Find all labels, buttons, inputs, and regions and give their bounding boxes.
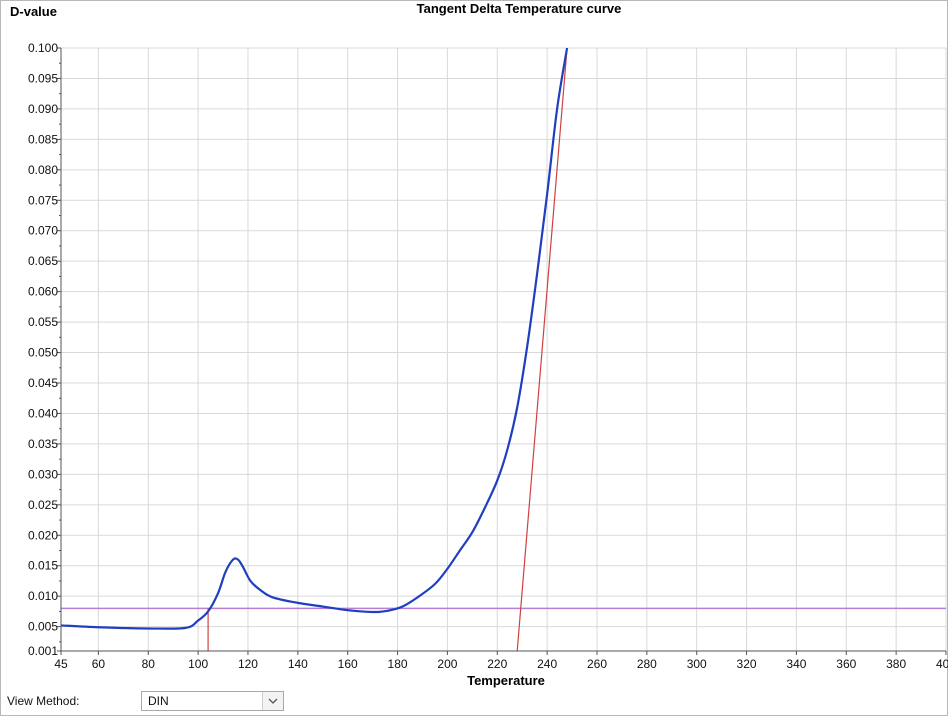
x-axis-ticks: 45 60 80 100 120 140 160 180 200 220 240 260 280 300 3… [54,651,948,671]
x-tick-label: 80 [142,657,156,671]
y-tick-label: 0.055 [28,315,58,329]
y-tick-label: 0.025 [28,498,58,512]
view-method-value: DIN [148,694,169,708]
y-tick-label: 0.030 [28,467,58,481]
x-tick-label: 240 [537,657,557,671]
y-tick-label: 0.090 [28,102,58,116]
y-tick-label: 0.060 [28,285,58,299]
x-axis-label: Temperature [467,673,545,688]
y-tick-label: 0.085 [28,132,58,146]
y-tick-label: 0.010 [28,589,58,603]
chevron-down-icon[interactable] [262,692,283,710]
y-axis-label: D-value [10,4,57,19]
y-tick-label: 0.035 [28,437,58,451]
y-tick-label: 0.050 [28,346,58,360]
view-method-select[interactable]: DIN [141,691,284,711]
y-tick-label: 0.005 [28,620,58,634]
tangent-line [516,47,568,652]
y-tick-label: 0.100 [28,41,58,55]
x-tick-label: 300 [687,657,707,671]
x-tick-label: 45 [54,657,68,671]
x-tick-label: 320 [737,657,757,671]
y-tick-label: 0.080 [28,163,58,177]
tan-delta-curve [60,47,569,630]
view-method-label: View Method: [7,694,80,708]
x-tick-label: 280 [637,657,657,671]
y-tick-label: 0.075 [28,193,58,207]
y-tick-label: 0.040 [28,406,58,420]
x-tick-label: 360 [836,657,856,671]
x-tick-label: 100 [188,657,208,671]
y-tick-label: 0.045 [28,376,58,390]
x-tick-label: 140 [288,657,308,671]
x-tick-label: 120 [238,657,258,671]
y-axis-ticks: 0.100 0.095 0.090 0.085 0.080 0.075 0.070 0.065… [28,41,61,658]
x-tick-label: 180 [388,657,408,671]
y-tick-label: 0.015 [28,559,58,573]
y-tick-label: 0.095 [28,71,58,85]
tangent-delta-chart: 0.100 0.095 0.090 0.085 0.080 0.075 0.070 0.065… [10,1,948,688]
x-tick-label: 160 [338,657,358,671]
y-tick-label: 0.001 [28,644,58,658]
x-tick-label: 260 [587,657,607,671]
y-tick-label: 0.070 [28,224,58,238]
y-tick-label: 0.020 [28,528,58,542]
x-tick-label: 400 [936,657,948,671]
data-series [60,47,569,630]
x-tick-label: 200 [437,657,457,671]
reference-lines [61,47,946,652]
grid-lines [60,47,947,652]
x-tick-label: 60 [92,657,106,671]
x-tick-label: 380 [886,657,906,671]
x-tick-label: 340 [786,657,806,671]
y-tick-label: 0.065 [28,254,58,268]
chart-title: Tangent Delta Temperature curve [417,1,622,16]
x-tick-label: 220 [487,657,507,671]
